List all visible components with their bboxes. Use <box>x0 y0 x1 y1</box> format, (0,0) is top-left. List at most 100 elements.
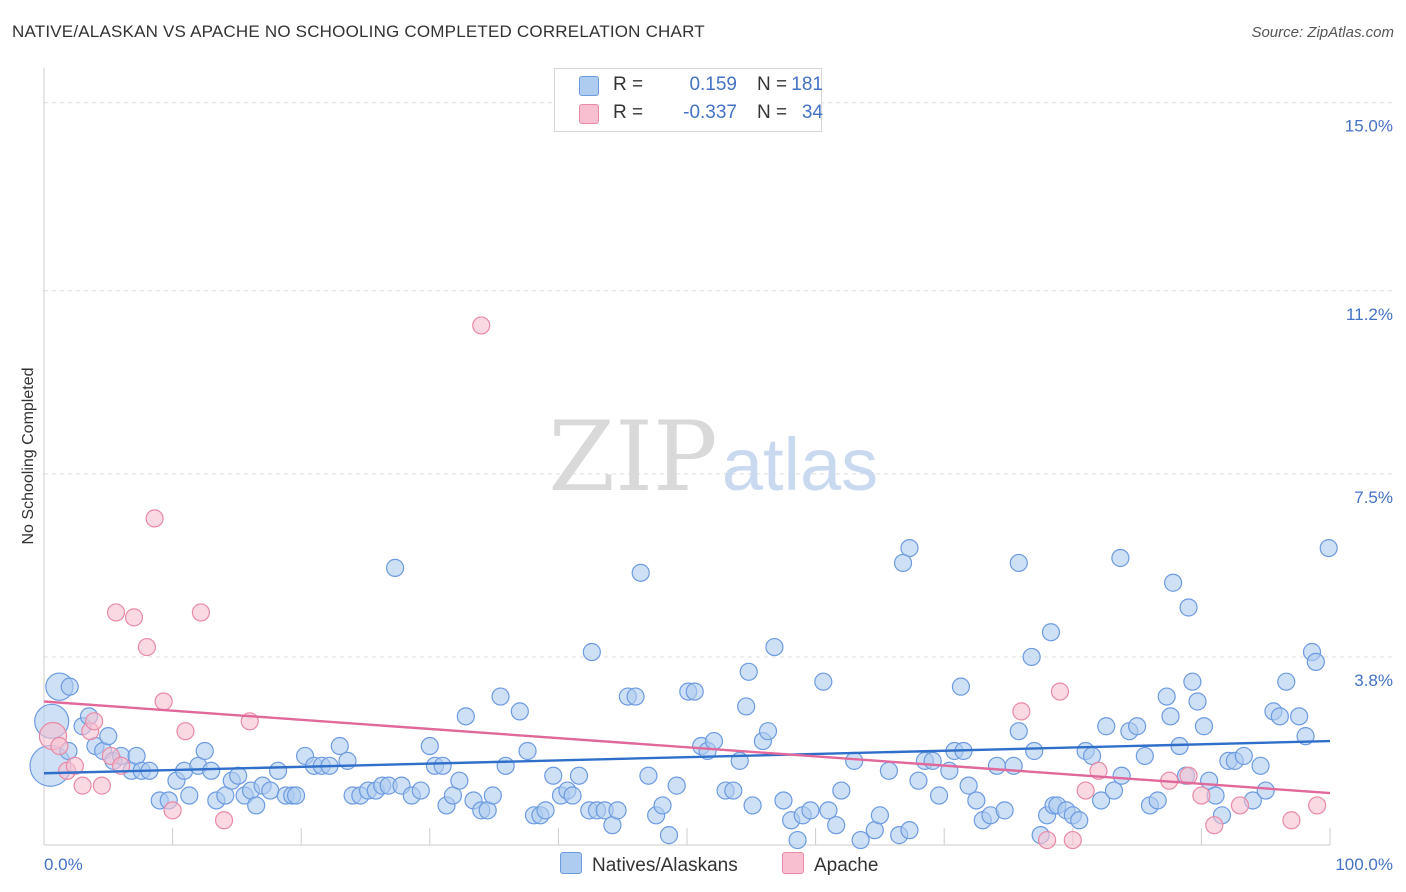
apache-point <box>106 603 126 622</box>
natives-point <box>832 781 851 800</box>
natives-point <box>195 741 214 761</box>
natives-point <box>330 736 349 756</box>
legend-r-value: 0.159 <box>689 74 737 95</box>
natives-point <box>737 697 756 716</box>
natives-point <box>563 786 582 805</box>
natives-point <box>582 642 601 662</box>
apache-point <box>1205 816 1224 835</box>
natives-point <box>724 781 743 800</box>
natives-point <box>268 761 288 780</box>
natives-point <box>1104 781 1124 800</box>
natives-point <box>845 751 864 770</box>
natives-point <box>1161 707 1180 726</box>
natives-point <box>60 677 79 696</box>
apache-point <box>92 776 111 795</box>
natives-point <box>788 830 807 850</box>
natives-point <box>1188 692 1207 711</box>
trend-lines <box>43 700 1331 795</box>
y-axis-label: No Schooling Completed <box>20 368 37 545</box>
natives-point <box>851 830 870 850</box>
natives-point <box>801 801 820 820</box>
y-tick-label: 15.0% <box>1345 117 1393 136</box>
bottom-legend-natives: Natives/Alaskans <box>560 852 738 876</box>
bottom-legend-swatch-pink <box>782 852 804 874</box>
natives-point <box>959 776 978 795</box>
natives-point <box>385 558 405 577</box>
natives-point <box>704 731 724 751</box>
chart-title: NATIVE/ALASKAN VS APACHE NO SCHOOLING CO… <box>12 22 705 41</box>
natives-point <box>774 791 793 810</box>
legend-r-label: R = <box>613 74 644 95</box>
legend-n-label: N = <box>757 74 788 95</box>
legend-n-label: N = <box>757 102 788 123</box>
natives-point <box>1179 598 1198 617</box>
natives-point <box>180 786 199 805</box>
natives-point <box>667 776 686 795</box>
apache-point <box>145 509 164 528</box>
natives-point <box>1041 623 1061 642</box>
natives-point <box>1290 707 1309 726</box>
watermark-atlas: atlas <box>722 423 878 506</box>
natives-point <box>1009 553 1028 573</box>
natives-point <box>923 751 942 770</box>
natives-point <box>1127 717 1147 736</box>
natives-point <box>229 766 248 785</box>
apache-point <box>154 692 173 711</box>
natives-point <box>653 796 672 815</box>
apache-point <box>50 736 69 756</box>
natives-point <box>995 801 1014 820</box>
apache-point <box>1282 811 1301 830</box>
series-apache-points <box>38 316 1327 850</box>
natives-point <box>1234 746 1253 766</box>
natives-point <box>893 553 913 573</box>
apache-point <box>1192 786 1211 805</box>
natives-point <box>1277 672 1296 691</box>
apache-point <box>472 316 491 335</box>
apache-point <box>1308 796 1327 815</box>
correlation-legend: R = 0.159 N = 181 R = -0.337 N = 34 <box>554 68 823 132</box>
natives-point <box>450 771 469 790</box>
natives-point <box>433 756 452 775</box>
natives-point <box>1111 548 1130 568</box>
source-credit: Source: ZipAtlas.com <box>1251 24 1394 41</box>
bottom-legend-apache: Apache <box>782 852 878 876</box>
watermark-zip: ZIP <box>548 401 717 513</box>
apache-point <box>1089 761 1108 780</box>
natives-point <box>1009 722 1028 741</box>
natives-point <box>819 801 838 820</box>
natives-point <box>909 771 928 790</box>
natives-point <box>827 816 846 835</box>
natives-point <box>247 796 266 815</box>
natives-point <box>496 756 515 775</box>
natives-point <box>967 791 986 810</box>
natives-point <box>286 786 306 805</box>
natives-point <box>1091 791 1111 810</box>
natives-point <box>202 761 221 780</box>
natives-point <box>929 786 949 805</box>
natives-point <box>1194 717 1214 736</box>
legend-swatch-blue <box>579 76 599 96</box>
natives-point <box>879 761 899 780</box>
apache-point <box>1050 682 1070 701</box>
y-tick-label: 7.5% <box>1354 488 1393 507</box>
y-tick-label: 3.8% <box>1354 671 1393 690</box>
series-natives-points <box>29 538 1338 850</box>
apache-point <box>214 811 234 830</box>
y-tick-label: 11.2% <box>1346 305 1393 324</box>
natives-point <box>518 741 537 761</box>
apache-point <box>1076 781 1095 800</box>
natives-point <box>456 707 475 726</box>
natives-point <box>1070 811 1089 830</box>
apache-point <box>1179 766 1198 785</box>
natives-point <box>951 677 971 696</box>
natives-point <box>411 781 430 800</box>
natives-point <box>1296 727 1315 746</box>
natives-point <box>1112 766 1131 785</box>
natives-point <box>758 722 778 741</box>
natives-point <box>1157 687 1176 706</box>
natives-point <box>420 736 439 756</box>
apache-point <box>1037 830 1057 850</box>
natives-point <box>1270 707 1289 726</box>
tick-labels: 3.8% 7.5% 11.2% 15.0% 0.0% 100.0% <box>44 117 1393 874</box>
